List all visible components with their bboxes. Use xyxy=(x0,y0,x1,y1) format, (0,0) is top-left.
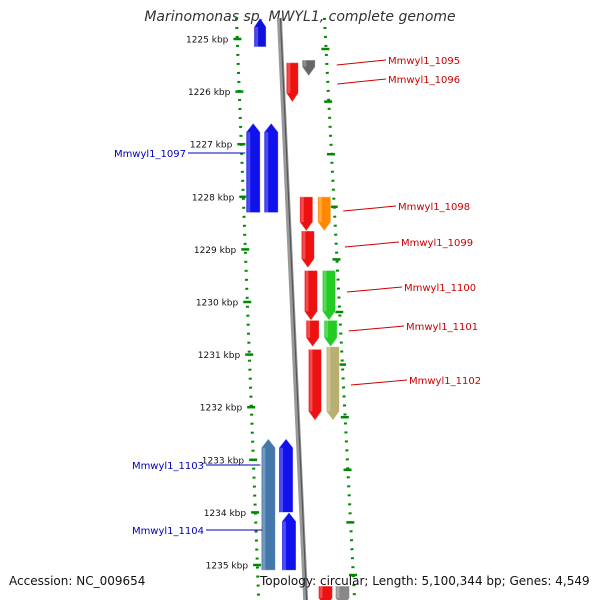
gene-arrow xyxy=(299,196,314,232)
gene-label: Mmwyl1_1095 xyxy=(388,56,460,67)
gene-label: Mmwyl1_1096 xyxy=(388,75,460,86)
gene-highlight xyxy=(283,521,287,571)
gene-highlight xyxy=(300,196,304,222)
gene-highlight xyxy=(325,320,329,338)
gene-highlight xyxy=(303,60,307,67)
tick-label: 1229 kbp xyxy=(194,246,237,256)
gene-label: Mmwyl1_1104 xyxy=(132,526,204,537)
gene-highlight xyxy=(255,26,259,47)
gene-highlight xyxy=(319,586,323,599)
gene-arrow xyxy=(308,348,322,422)
gene-arrow xyxy=(285,62,299,103)
gene-label: Mmwyl1_1097 xyxy=(114,149,186,160)
tick-label: 1225 kbp xyxy=(186,36,229,46)
label-leader xyxy=(336,59,387,66)
gene-highlight xyxy=(318,196,322,222)
gene-arrow xyxy=(253,17,267,48)
gene-highlight xyxy=(287,62,291,94)
label-leader xyxy=(346,286,403,293)
tick-label: 1227 kbp xyxy=(190,141,233,151)
gene-arrow xyxy=(317,196,332,232)
gene-arrow xyxy=(278,438,294,513)
gene-arrow xyxy=(281,511,297,571)
gene-arrow xyxy=(263,122,279,213)
gene-highlight xyxy=(307,320,311,338)
tick-label: 1235 kbp xyxy=(206,562,249,572)
label-leader xyxy=(337,78,387,85)
label-leader xyxy=(350,379,408,386)
tick-label: 1228 kbp xyxy=(192,193,235,203)
label-leader xyxy=(343,205,397,212)
gene-label: Mmwyl1_1103 xyxy=(132,461,204,472)
gene-arrow xyxy=(318,585,333,600)
gene-label: Mmwyl1_1100 xyxy=(404,283,476,294)
gene-arrow xyxy=(335,585,350,600)
gene-highlight xyxy=(265,132,269,213)
label-leader xyxy=(344,241,400,248)
gene-highlight xyxy=(247,132,251,213)
gene-arrow xyxy=(245,122,261,213)
gene-arrow xyxy=(326,346,340,422)
accession-label: Accession: NC_009654 xyxy=(9,574,146,588)
gene-highlight xyxy=(302,230,306,259)
tick-label: 1226 kbp xyxy=(188,88,231,98)
gene-arrow xyxy=(322,270,336,322)
gene-arrow xyxy=(301,59,316,77)
backbone-shadow xyxy=(279,17,308,600)
tick-label: 1232 kbp xyxy=(200,404,243,414)
gene-highlight xyxy=(323,270,327,312)
backbone xyxy=(276,17,309,600)
gene-arrow xyxy=(305,320,320,348)
tick-label: 1231 kbp xyxy=(198,351,241,361)
tick-label: 1230 kbp xyxy=(196,299,239,309)
tick-label: 1234 kbp xyxy=(204,509,247,519)
gene-arrow xyxy=(304,270,318,322)
gene-arrow xyxy=(323,320,338,348)
gene-highlight xyxy=(327,346,331,412)
gene-highlight xyxy=(309,349,313,412)
gene-highlight xyxy=(305,270,309,312)
gene-highlight xyxy=(336,586,340,599)
tick-label: 1233 kbp xyxy=(202,456,245,466)
gene-highlight xyxy=(280,447,284,513)
gene-label: Mmwyl1_1099 xyxy=(401,238,473,249)
gene-arrow xyxy=(260,438,276,571)
map-title: Marinomonas sp. MWYL1, complete genome xyxy=(144,9,456,25)
gene-label: Mmwyl1_1101 xyxy=(406,322,478,333)
topology-label: Topology: circular; Length: 5,100,344 bp… xyxy=(260,574,590,588)
gene-label: Mmwyl1_1102 xyxy=(409,376,481,387)
gene-highlight xyxy=(262,447,266,571)
gene-label: Mmwyl1_1098 xyxy=(398,202,470,213)
label-leader xyxy=(348,325,405,332)
gene-arrow xyxy=(300,230,315,269)
